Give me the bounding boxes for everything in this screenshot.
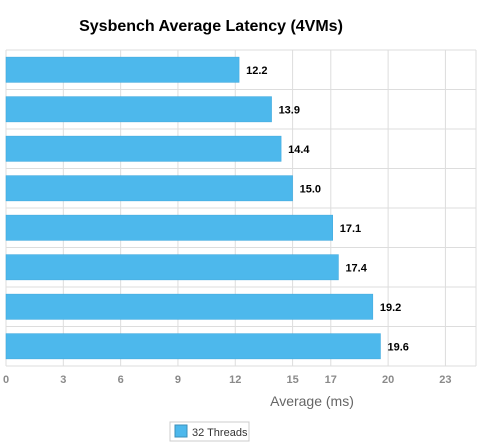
bar-value-label: 17.4: [345, 262, 367, 274]
bar-value-label: 12.2: [246, 65, 267, 77]
bar-value-label: 14.4: [288, 144, 310, 156]
x-tick-label: 9: [175, 374, 181, 386]
bar: [5, 293, 374, 320]
bar: [5, 254, 339, 281]
bar: [5, 96, 272, 123]
bar-value-label: 17.1: [340, 223, 361, 235]
bar-value-label: 19.2: [380, 302, 401, 314]
x-tick-label: 12: [229, 374, 241, 386]
x-tick-label: 0: [3, 374, 9, 386]
legend-label: 32 Threads: [192, 427, 248, 439]
x-tick-label: 17: [325, 374, 337, 386]
x-axis-ticks: 0 3 6 9 12 15 17 20 23: [3, 374, 452, 386]
bar: [5, 135, 282, 162]
x-tick-label: 15: [286, 374, 298, 386]
bar-value-label: 15.0: [300, 183, 321, 195]
x-tick-label: 3: [60, 374, 66, 386]
legend-swatch: [174, 424, 188, 438]
grid: [5, 49, 477, 367]
data-labels: 12.2 13.9 14.4 15.0 17.1 17.4 19.2 19.6: [246, 65, 409, 354]
bar-value-label: 13.9: [279, 104, 300, 116]
x-axis-label: Average (ms): [270, 393, 354, 409]
x-tick-label: 6: [118, 374, 124, 386]
bars: [5, 56, 381, 360]
x-tick-label: 23: [439, 374, 451, 386]
legend-box: [169, 421, 250, 442]
x-tick-label: 20: [382, 374, 394, 386]
bar: [5, 175, 293, 202]
chart-title: Sysbench Average Latency (4VMs): [79, 18, 343, 35]
bar: [5, 56, 240, 83]
bar-value-label: 19.6: [387, 341, 408, 353]
bar: [5, 333, 381, 360]
bar: [5, 214, 333, 241]
legend: 32 Threads: [169, 421, 250, 442]
